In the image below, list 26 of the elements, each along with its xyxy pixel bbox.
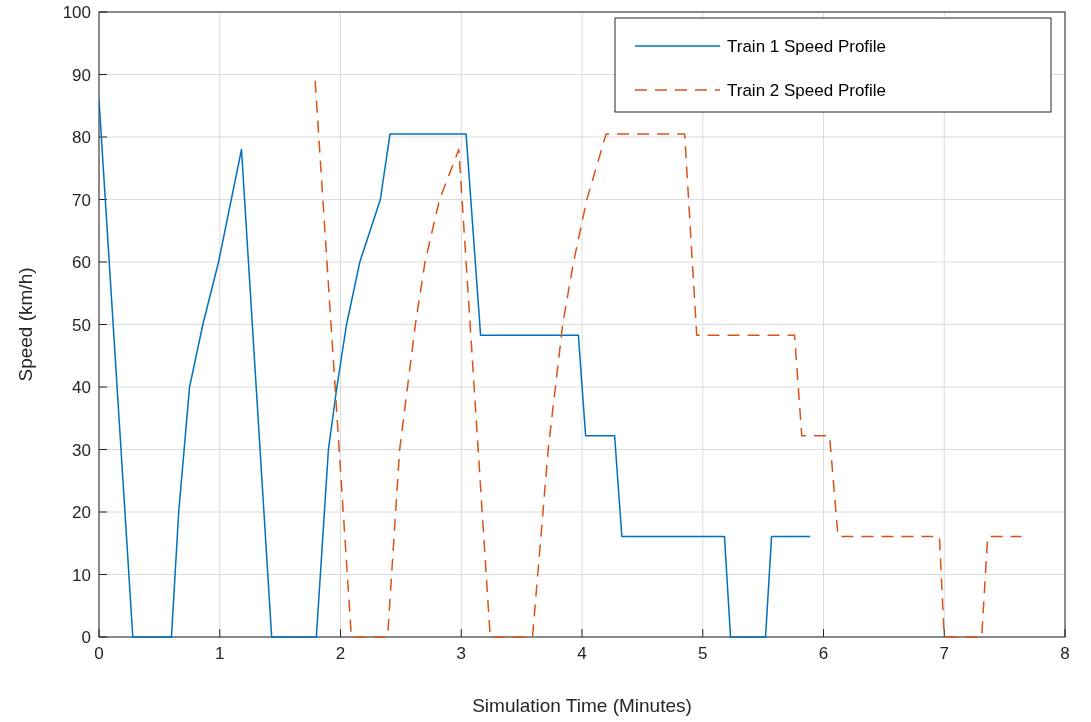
x-tick-label: 4 xyxy=(577,644,587,663)
legend-label: Train 1 Speed Profile xyxy=(727,37,887,56)
legend-label: Train 2 Speed Profile xyxy=(727,81,887,100)
y-axis-title: Speed (km/h) xyxy=(15,267,36,382)
x-axis-title: Simulation Time (Minutes) xyxy=(472,695,692,716)
x-tick-label: 8 xyxy=(1060,644,1070,663)
x-tick-label: 6 xyxy=(818,644,829,663)
x-tick-label: 1 xyxy=(215,644,225,663)
y-tick-label: 0 xyxy=(81,628,91,647)
y-tick-label: 80 xyxy=(72,128,91,147)
y-tick-label: 60 xyxy=(72,253,91,272)
y-tick-label: 50 xyxy=(72,315,91,335)
x-tick-label: 7 xyxy=(939,644,949,663)
y-tick-label: 10 xyxy=(72,565,91,585)
y-tick-label: 40 xyxy=(72,378,91,397)
y-tick-label: 70 xyxy=(72,190,91,210)
y-tick-label: 30 xyxy=(72,440,91,460)
x-tick-label: 5 xyxy=(698,644,708,663)
y-tick-label: 20 xyxy=(72,503,91,522)
line-series xyxy=(314,80,1023,638)
y-tick-label: 90 xyxy=(72,65,91,85)
x-tick-label: 0 xyxy=(94,644,104,663)
x-tick-label: 2 xyxy=(335,644,346,663)
x-tick-label: 3 xyxy=(456,644,466,663)
line-series xyxy=(99,98,811,638)
y-tick-label: 100 xyxy=(62,3,91,22)
